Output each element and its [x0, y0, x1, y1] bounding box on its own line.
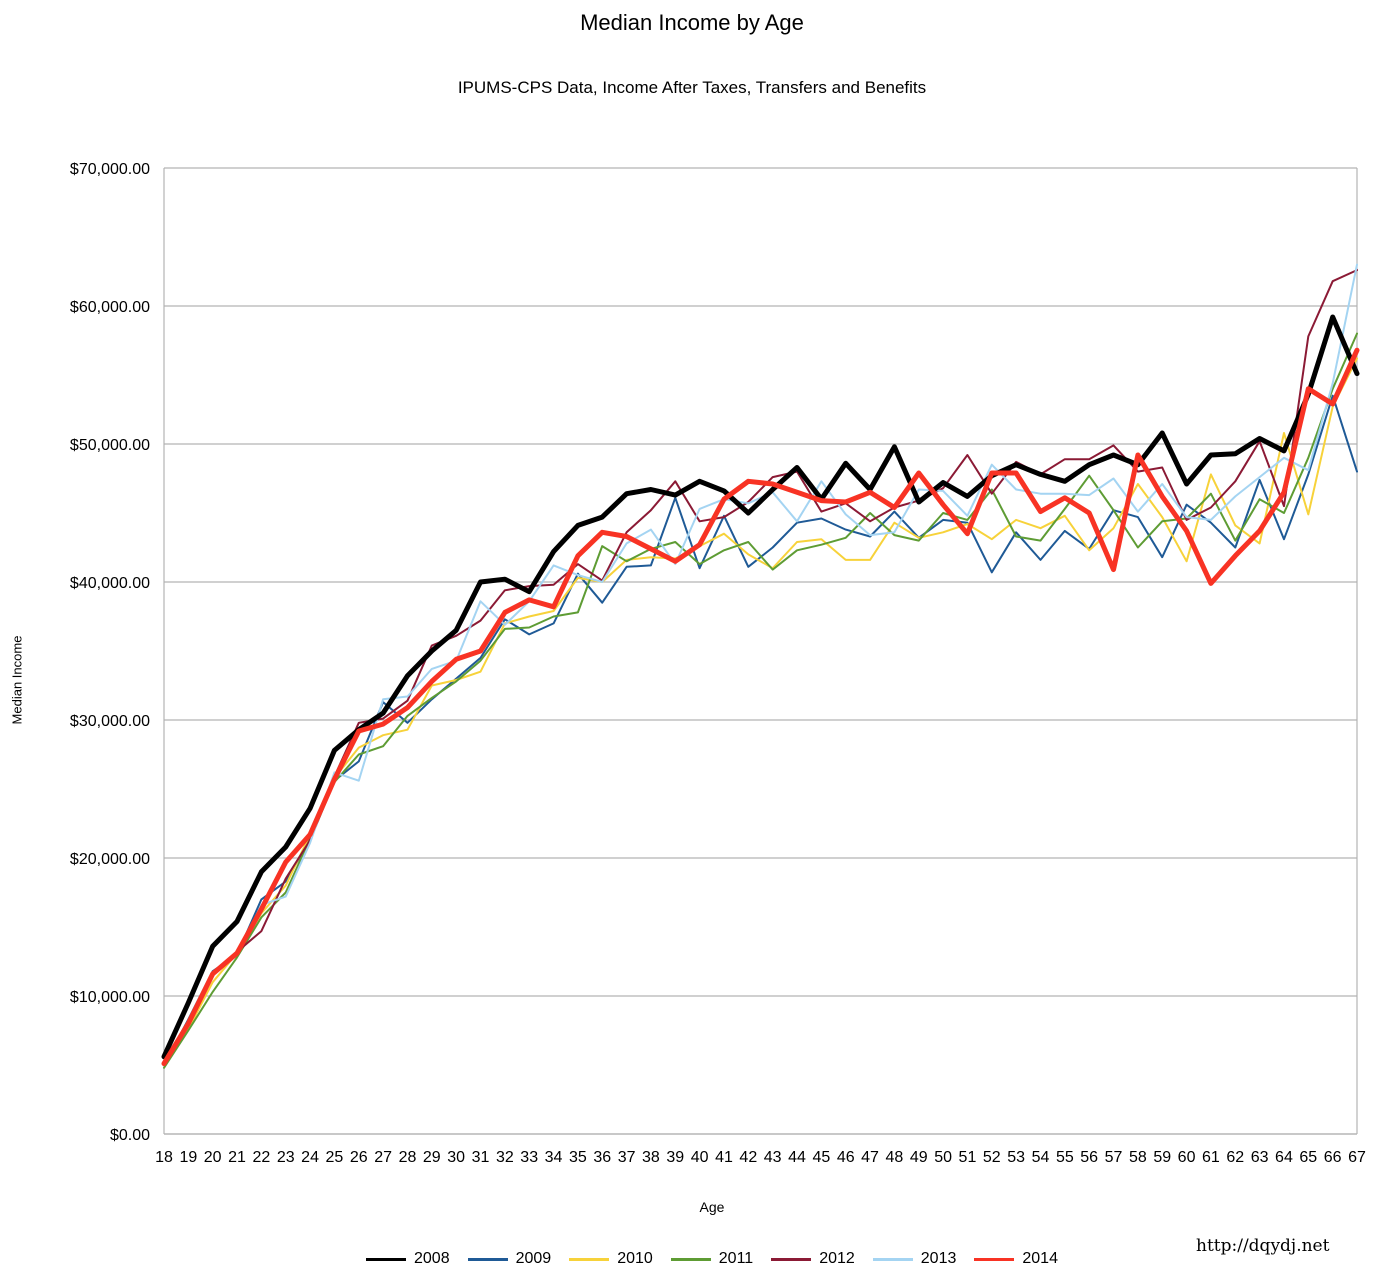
chart-subtitle: IPUMS-CPS Data, Income After Taxes, Tran…: [457, 78, 927, 97]
axes: [163, 168, 1358, 1135]
x-tick-label: 39: [666, 1149, 684, 1166]
x-tick-label: 63: [1251, 1149, 1269, 1166]
x-tick-label: 22: [252, 1149, 270, 1166]
x-tick-label: 24: [301, 1149, 319, 1166]
y-tick-label: $40,000.00: [70, 575, 150, 592]
x-tick-label: 32: [496, 1149, 514, 1166]
x-tick-label: 54: [1032, 1149, 1050, 1166]
x-tick-label: 55: [1056, 1149, 1074, 1166]
x-tick-label: 64: [1275, 1149, 1293, 1166]
x-tick-label: 59: [1153, 1149, 1171, 1166]
series-line-2008: [161, 314, 1360, 1060]
x-tick-label: 40: [691, 1149, 709, 1166]
x-tick-label: 46: [837, 1149, 855, 1166]
legend-swatch: [771, 1257, 812, 1261]
y-tick-label: $20,000.00: [70, 851, 150, 868]
series-line-2013: [163, 263, 1358, 1066]
x-tick-label: 62: [1226, 1149, 1244, 1166]
x-tick-label: 43: [764, 1149, 782, 1166]
series-line-2009: [163, 394, 1358, 1066]
x-tick-label: 23: [277, 1149, 295, 1166]
x-axis-label: Age: [699, 1199, 725, 1215]
y-tick-label: $0.00: [110, 1127, 150, 1144]
x-tick-label: 21: [228, 1149, 246, 1166]
y-tick-labels: $0.00 $10,000.00 $20,000.00 $30,000.00 $40,0…: [70, 161, 150, 1144]
y-tick-label: $70,000.00: [70, 161, 150, 178]
x-tick-label: 29: [423, 1149, 441, 1166]
x-tick-label: 53: [1007, 1149, 1025, 1166]
x-tick-label: 57: [1105, 1149, 1123, 1166]
x-tick-label: 65: [1299, 1149, 1317, 1166]
x-tick-label: 38: [642, 1149, 660, 1166]
x-tick-label: 47: [861, 1149, 879, 1166]
x-tick-label: 67: [1348, 1149, 1366, 1166]
x-tick-label: 48: [886, 1149, 904, 1166]
x-tick-label: 25: [326, 1149, 344, 1166]
legend-label: 2013: [920, 1250, 957, 1267]
legend-item-2014: 2014: [974, 1250, 1058, 1268]
x-tick-label: 61: [1202, 1149, 1220, 1166]
legend-swatch: [872, 1257, 913, 1261]
x-tick-label: 27: [374, 1149, 392, 1166]
y-tick-label: $60,000.00: [70, 299, 150, 316]
legend-label: 2010: [617, 1250, 653, 1267]
x-tick-label: 56: [1080, 1149, 1098, 1166]
series-line-2011: [163, 332, 1358, 1069]
x-tick-label: 49: [910, 1149, 928, 1166]
x-tick-label: 60: [1178, 1149, 1196, 1166]
legend-label: 2011: [718, 1250, 754, 1267]
x-tick-label: 35: [569, 1149, 587, 1166]
legend-swatch: [974, 1257, 1015, 1261]
chart-title: Median Income by Age: [580, 10, 804, 35]
source-url: http://dqydj.net: [1196, 1236, 1330, 1256]
legend-label: 2008: [414, 1250, 450, 1267]
y-tick-label: $10,000.00: [70, 989, 150, 1006]
legend-item-2011: 2011: [670, 1250, 754, 1268]
legend-label: 2014: [1022, 1250, 1058, 1267]
x-tick-label: 41: [715, 1149, 733, 1166]
series-lines: [161, 263, 1360, 1069]
x-tick-label: 50: [934, 1149, 952, 1166]
legend-swatch: [366, 1257, 406, 1261]
legend-item-2013: 2013: [872, 1250, 957, 1268]
x-tick-label: 36: [593, 1149, 611, 1166]
y-tick-label: $50,000.00: [70, 437, 150, 454]
x-tick-label: 28: [399, 1149, 417, 1166]
x-tick-label: 30: [447, 1149, 465, 1166]
x-tick-label: 19: [179, 1149, 197, 1166]
legend-label: 2012: [819, 1250, 855, 1267]
x-tick-label: 66: [1324, 1149, 1342, 1166]
x-tick-label: 45: [812, 1149, 830, 1166]
legend-label: 2009: [515, 1250, 552, 1267]
gridlines: [164, 167, 1357, 1135]
x-tick-label: 58: [1129, 1149, 1147, 1166]
x-tick-label: 33: [520, 1149, 538, 1166]
x-tick-label: 51: [959, 1149, 977, 1166]
legend-swatch: [467, 1257, 508, 1261]
series-line-2012: [163, 269, 1358, 1065]
x-tick-label: 44: [788, 1149, 806, 1166]
legend-item-2010: 2010: [569, 1250, 653, 1268]
x-tick-label: 18: [155, 1149, 173, 1166]
x-tick-label: 20: [204, 1149, 222, 1166]
legend-item-2012: 2012: [771, 1250, 855, 1268]
y-tick-label: $30,000.00: [70, 713, 150, 730]
series-line-2010: [163, 357, 1358, 1066]
x-tick-label: 42: [739, 1149, 757, 1166]
x-tick-label: 52: [983, 1149, 1001, 1166]
x-tick-label: 26: [350, 1149, 368, 1166]
legend-item-2009: 2009: [467, 1250, 552, 1268]
x-tick-labels: 18 19 20 21 22 23 24 25 26 27 28 29 30 31 32 33 34 35 36 37…: [155, 1149, 1366, 1166]
legend-swatch: [670, 1257, 711, 1261]
legend-swatch: [569, 1257, 610, 1261]
x-tick-label: 34: [545, 1149, 563, 1166]
legend-item-2008: 2008: [366, 1250, 450, 1268]
x-tick-label: 37: [618, 1149, 636, 1166]
series-line-2014: [161, 347, 1360, 1067]
x-tick-label: 31: [472, 1149, 490, 1166]
legend: 2008 2009 2010 2011 2012 2013 2014: [366, 1250, 1058, 1268]
